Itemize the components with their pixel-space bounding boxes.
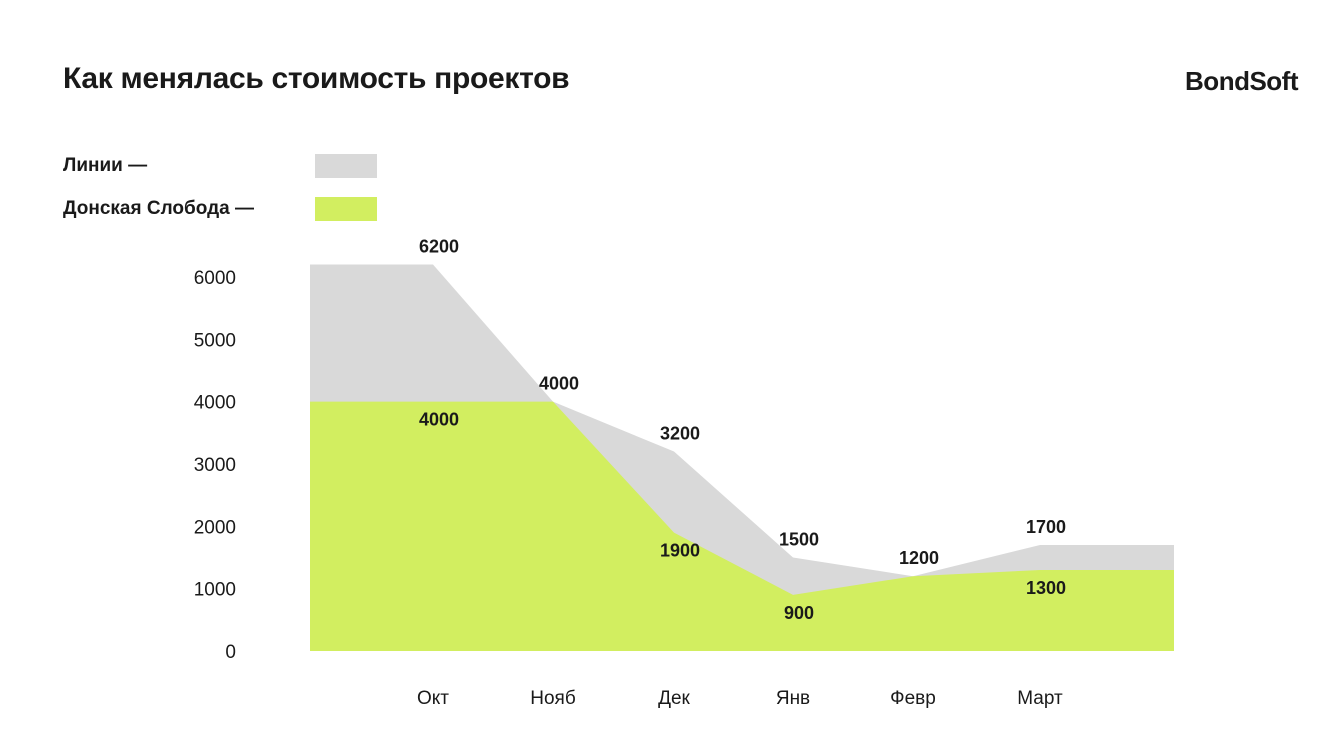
data-label-donskaya-2: 1900 — [660, 541, 700, 561]
y-tick-label-4: 4000 — [194, 393, 236, 414]
legend-item-donskaya: Донская Слобода — — [63, 197, 377, 221]
data-label-lines-4: 1200 — [899, 548, 939, 568]
brand-logo: BondSoft — [1185, 66, 1298, 96]
data-label-lines-5: 1700 — [1026, 517, 1066, 537]
data-label-lines-1: 4000 — [539, 374, 579, 394]
area-series-1 — [310, 401, 1174, 651]
x-tick-label-2: Дек — [658, 688, 690, 709]
x-tick-label-5: Март — [1017, 688, 1063, 709]
x-tick-label-0: Окт — [417, 688, 449, 709]
x-tick-label-3: Янв — [776, 688, 810, 709]
legend-swatch-lines — [315, 154, 377, 178]
data-label-donskaya-5: 1300 — [1026, 578, 1066, 598]
chart-title: Как менялась стоимость проектов — [63, 62, 570, 95]
legend-item-lines: Линии — — [63, 154, 377, 178]
data-label-donskaya-0: 4000 — [419, 410, 459, 430]
legend-swatch-donskaya — [315, 197, 377, 221]
data-label-lines-3: 1500 — [779, 530, 819, 550]
legend-label-lines: Линии — — [63, 155, 148, 176]
y-tick-label-0: 0 — [225, 642, 236, 663]
y-tick-label-2: 2000 — [194, 517, 236, 538]
legend-label-donskaya: Донская Слобода — — [63, 198, 255, 219]
x-tick-label-1: Нояб — [530, 688, 576, 709]
y-tick-label-5: 5000 — [194, 330, 236, 351]
y-tick-label-1: 1000 — [194, 580, 236, 601]
data-label-donskaya-3: 900 — [784, 603, 814, 623]
y-tick-label-6: 6000 — [194, 268, 236, 289]
data-label-lines-2: 3200 — [660, 424, 700, 444]
y-tick-label-3: 3000 — [194, 455, 236, 476]
x-tick-label-4: Февр — [890, 688, 936, 709]
data-label-lines-0: 6200 — [419, 237, 459, 257]
